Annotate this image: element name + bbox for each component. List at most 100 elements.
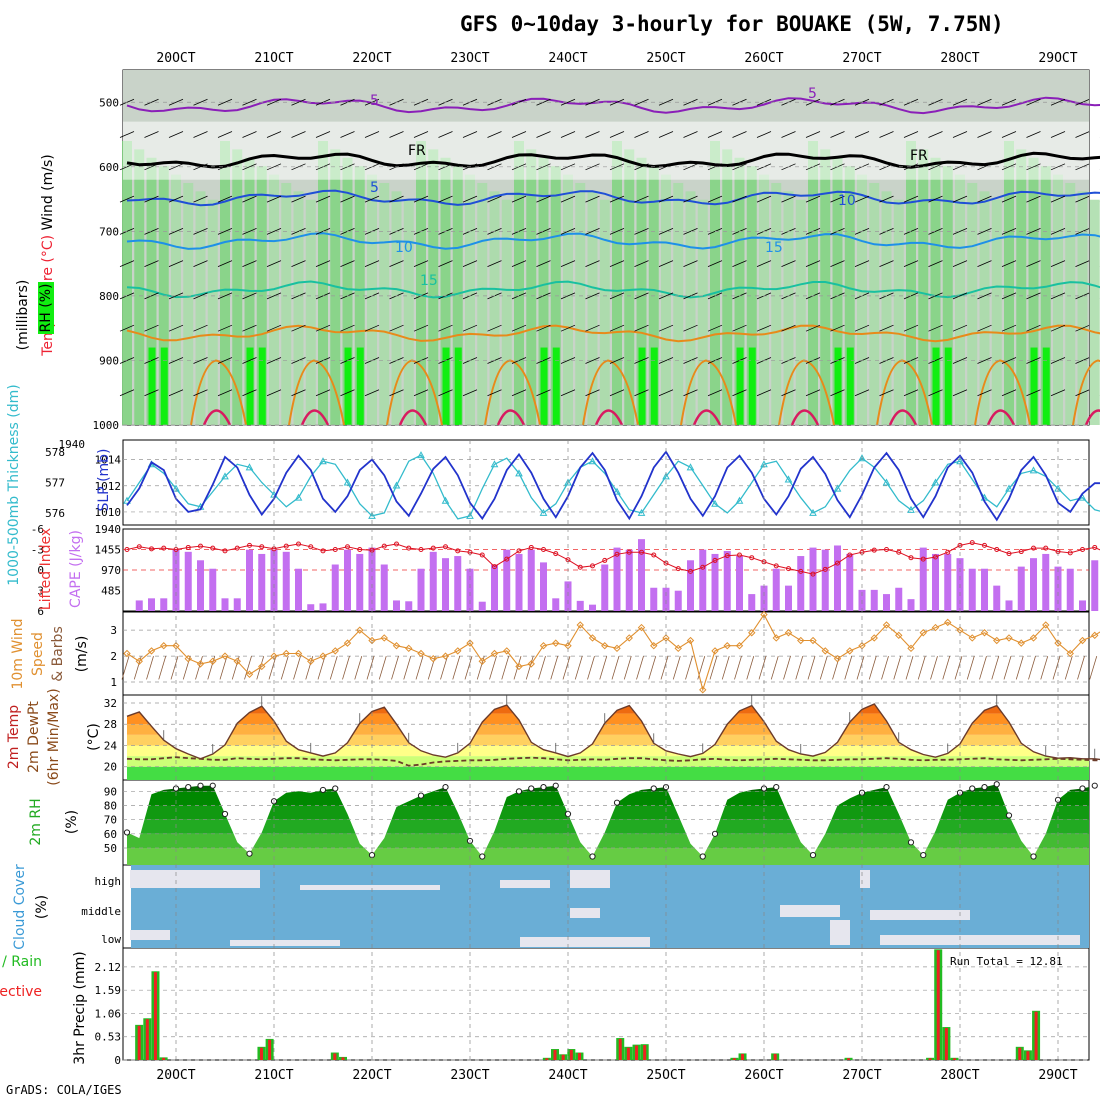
day-label-top-20OCT: 20OCT <box>156 51 195 66</box>
wind-barb <box>1050 131 1066 138</box>
rh-marker <box>552 782 559 789</box>
cloud-gap-14 <box>880 935 1080 945</box>
precip-conv-bar <box>643 1045 647 1060</box>
wind-barb <box>805 389 821 397</box>
wind-speed-marker <box>282 649 290 658</box>
wind-barb <box>977 195 992 203</box>
wind-barb <box>903 324 919 332</box>
wind-barb <box>389 389 404 397</box>
wind-barb <box>315 260 331 268</box>
li-marker <box>896 549 902 555</box>
upper-ytick-600: 600 <box>99 161 119 174</box>
thickness-marker <box>1029 466 1038 474</box>
wind-barb <box>928 389 943 397</box>
wind-barb <box>585 195 600 203</box>
rh-column <box>771 182 782 425</box>
thickness-marker <box>564 478 572 486</box>
wind-barb <box>1050 324 1066 332</box>
wind-barb <box>315 324 331 332</box>
wind-tick-2: 2 <box>110 650 117 663</box>
wind-barb <box>193 163 208 171</box>
thickness-marker <box>735 496 744 504</box>
wind-barb <box>756 260 772 268</box>
wind-barb <box>1075 131 1090 138</box>
wind-barb-10m <box>954 655 963 680</box>
wind-barb <box>732 195 747 203</box>
thickness-marker <box>588 457 597 465</box>
wind-barb <box>193 98 208 106</box>
wind-barb-10m <box>844 655 853 680</box>
thickness-marker <box>686 463 695 471</box>
ylabel-wind: Wind (m/s) <box>40 154 56 230</box>
li-marker <box>773 563 779 569</box>
day-label-bottom-23OCT: 23OCT <box>450 1068 489 1083</box>
wind-speed-marker <box>993 636 1001 645</box>
wind-barb <box>119 195 135 203</box>
isotherm-1 <box>126 151 1100 169</box>
rh-column <box>906 141 916 425</box>
wind-barb <box>1001 227 1017 235</box>
wind-barb <box>1026 292 1041 300</box>
upper-ytick-800: 800 <box>99 290 119 303</box>
wind-barb <box>1050 357 1066 364</box>
isotherm-2 <box>126 189 1100 207</box>
wind-barb-10m <box>1052 655 1061 680</box>
li-tick-3: 3 <box>37 585 44 598</box>
cape-bar <box>981 568 988 611</box>
li-marker <box>590 563 595 569</box>
isotherm-4 <box>126 280 1100 299</box>
rh-column <box>514 141 524 425</box>
rh-column <box>489 191 500 425</box>
li-marker <box>847 552 853 558</box>
rh-column <box>452 166 463 425</box>
rh-tick-50: 50 <box>104 842 117 855</box>
surface-isotherm-30 <box>692 409 722 426</box>
day-label-bottom-27OCT: 27OCT <box>842 1068 881 1083</box>
wind-barb <box>634 98 649 106</box>
cape-bar <box>601 564 609 611</box>
wind-barb-10m <box>746 655 755 680</box>
cape-bar <box>638 539 645 611</box>
wind-barb <box>1075 357 1090 364</box>
wind-barb <box>242 389 257 397</box>
wind-barb <box>389 324 404 332</box>
wind-barb-10m <box>721 655 730 680</box>
wind-barb <box>144 195 159 203</box>
cloud-layer-label-middle: middle <box>81 905 121 918</box>
thickness-marker <box>123 496 131 504</box>
wind-barb <box>438 195 453 203</box>
wind-barb <box>217 163 233 171</box>
cape-bar <box>503 549 511 611</box>
li-tick-0: 0 <box>37 564 44 577</box>
wind-barb <box>168 195 184 203</box>
wind-barb-10m <box>391 655 399 680</box>
day-label-top-21OCT: 21OCT <box>254 51 293 66</box>
wind-barb <box>438 131 453 138</box>
contour-label-6: 10 <box>395 240 413 256</box>
wind-barb <box>634 357 649 364</box>
wind-barb-10m <box>709 655 718 680</box>
li-marker <box>136 544 142 550</box>
wind-speed-marker <box>613 644 621 653</box>
wind-speed-marker <box>944 618 952 627</box>
wind-barb-10m <box>464 655 473 680</box>
wind-barb <box>193 227 208 235</box>
rh-column <box>832 157 843 426</box>
wind-barb <box>242 227 257 235</box>
li-marker <box>969 540 975 546</box>
cape-bar <box>662 587 670 611</box>
wind-barb <box>217 131 233 138</box>
thickness-marker <box>858 454 866 462</box>
wind-barb <box>168 227 184 235</box>
wind-speed-marker <box>699 686 707 694</box>
cape-bar <box>491 564 498 611</box>
cape-bar <box>515 553 523 611</box>
rh-column <box>379 182 390 425</box>
wind-barb <box>266 163 282 171</box>
thickness-marker <box>1005 484 1013 492</box>
li-marker <box>455 548 461 554</box>
wind-barb <box>144 324 159 332</box>
li-marker <box>161 545 167 551</box>
wind-barb <box>585 163 600 171</box>
li-marker <box>749 555 755 561</box>
